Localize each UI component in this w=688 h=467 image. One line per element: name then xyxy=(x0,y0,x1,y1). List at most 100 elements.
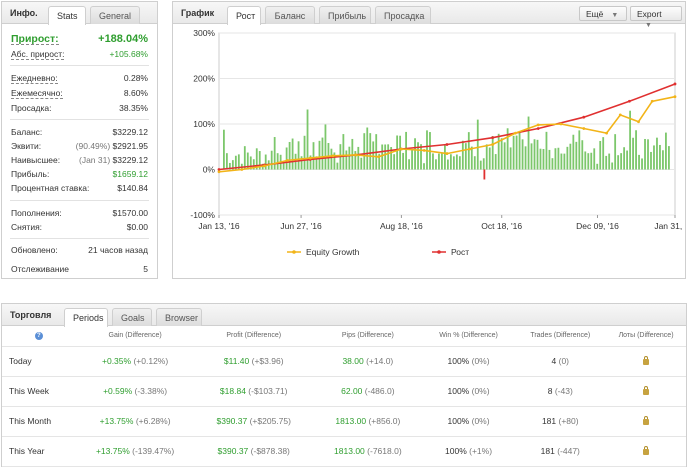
volume-bar xyxy=(656,137,658,170)
gain-cell: +0.59% (-3.38%) xyxy=(75,376,195,407)
series-point xyxy=(559,122,563,126)
series-lines xyxy=(217,82,677,174)
lock-icon[interactable] xyxy=(643,356,650,365)
win-diff: (0%) xyxy=(471,356,490,366)
volume-bar xyxy=(390,147,393,170)
pips-header: Pips (Difference) xyxy=(313,326,423,347)
series-point xyxy=(445,143,449,146)
volume-bar xyxy=(237,154,240,170)
volume-bar xyxy=(527,116,530,170)
tab-drawdown[interactable]: Просадка xyxy=(375,6,431,24)
volume-bar xyxy=(560,153,563,170)
volume-bar xyxy=(473,156,476,170)
volume-bar xyxy=(554,148,557,170)
tab-balance[interactable]: Баланс xyxy=(265,6,315,24)
gain-header: Gain (Difference) xyxy=(75,326,195,347)
period-label: Today xyxy=(2,346,76,377)
win-value: 100% xyxy=(447,386,470,396)
tab-stats[interactable]: Stats xyxy=(48,6,86,25)
profit-diff: (-$103.71) xyxy=(248,386,288,396)
drawdown-row: Просадка: 38.35% xyxy=(11,102,148,114)
table-row: This Year +13.75% (-139.47%) $390.37 (-$… xyxy=(2,436,686,467)
deposits-value: $1570.00 xyxy=(112,208,148,218)
volume-bar xyxy=(354,151,357,170)
lots-cell xyxy=(606,406,686,437)
volume-bar xyxy=(447,159,449,170)
x-tick-label: Oct 18, '16 xyxy=(481,221,522,231)
volume-bar xyxy=(417,142,419,170)
volume-bar xyxy=(360,157,363,170)
volume-bar xyxy=(638,154,640,170)
trading-title: Торговля xyxy=(10,310,52,320)
more-button[interactable]: Ещё ▼ xyxy=(579,6,627,21)
lock-icon[interactable] xyxy=(643,386,650,395)
volume-bar xyxy=(348,146,351,170)
export-button[interactable]: Export ▼ xyxy=(630,6,682,29)
volume-bar xyxy=(557,147,560,170)
series-point xyxy=(514,131,517,135)
lock-icon[interactable] xyxy=(643,446,650,455)
series-point xyxy=(354,153,358,157)
abs-gain-label[interactable]: Абс. прирост: xyxy=(11,48,65,60)
tab-general[interactable]: General xyxy=(90,6,140,24)
x-tick-label: Dec 09, '16 xyxy=(576,221,619,231)
chart-title: График xyxy=(181,8,215,18)
volume-bar xyxy=(512,135,515,170)
volume-bar xyxy=(402,152,404,170)
volume-bar xyxy=(273,137,276,170)
chevron-down-icon: ▼ xyxy=(611,12,619,19)
y-axis-ticks: 300% 200% 100% 0% -100% xyxy=(190,28,215,220)
series-point xyxy=(331,154,335,158)
info-panel: Инфо. Stats General Прирост: +188.04% Аб… xyxy=(1,1,158,279)
win-header: Win % (Difference) xyxy=(422,326,515,347)
volume-bar xyxy=(420,144,422,170)
volume-bar xyxy=(303,135,306,170)
series-point xyxy=(217,168,221,171)
volume-bar xyxy=(635,130,637,170)
volume-bar xyxy=(497,133,500,170)
volume-bar xyxy=(482,158,485,170)
profit-diff: (+$3.96) xyxy=(251,356,284,366)
gain-diff: (+6.28%) xyxy=(135,416,171,426)
period-label: This Week xyxy=(2,376,76,407)
volume-bar xyxy=(545,131,548,170)
profit-value: $18.84 xyxy=(219,386,246,396)
volume-bar xyxy=(441,153,443,170)
tab-goals[interactable]: Goals xyxy=(112,308,152,326)
chart-legend[interactable]: Equity Growth Рост xyxy=(287,247,469,257)
win-cell: 100% (+1%) xyxy=(422,436,515,467)
volume-bar xyxy=(593,148,596,170)
tab-profit[interactable]: Прибыль xyxy=(319,6,371,24)
series-point xyxy=(240,168,244,171)
volume-bar xyxy=(300,156,303,170)
chevron-down-icon: ▼ xyxy=(645,22,652,29)
tracking-value: 5 xyxy=(143,264,148,274)
series-line xyxy=(218,95,676,173)
x-tick-label: Jan 31, '17 xyxy=(654,221,685,231)
lots-header: Лоты (Difference) xyxy=(606,326,686,347)
x-axis-ticks: Jan 13, '16 Jun 27, '16 Aug 18, '16 Oct 18,… xyxy=(198,215,685,231)
help-icon[interactable]: ? xyxy=(34,331,43,340)
volume-bar xyxy=(455,154,458,170)
volume-bar xyxy=(330,148,333,170)
legend-growth-marker xyxy=(437,250,441,254)
monthly-label[interactable]: Ежемесячно: xyxy=(11,87,63,99)
volume-bar xyxy=(548,149,551,170)
growth-chart[interactable]: 300% 200% 100% 0% -100% Jan 13, '16 Jun 27, '… xyxy=(173,25,685,279)
volume-bar xyxy=(452,156,455,170)
tab-periods[interactable]: Periods xyxy=(64,308,108,327)
win-value: 100% xyxy=(447,356,470,366)
series-point xyxy=(308,156,312,160)
pips-diff: (-7618.0) xyxy=(367,446,402,456)
gain-label[interactable]: Прирост: xyxy=(11,32,59,45)
tab-growth[interactable]: Рост xyxy=(227,6,261,25)
lock-icon[interactable] xyxy=(643,416,650,425)
daily-label[interactable]: Ежедневно: xyxy=(11,72,58,84)
table-row: This Month +13.75% (+6.28%) $390.37 (+$2… xyxy=(2,406,686,437)
volume-bar xyxy=(521,139,524,170)
volume-bar xyxy=(387,144,390,170)
deposits-row: Пополнения: $1570.00 xyxy=(11,207,148,219)
volume-bar xyxy=(494,154,497,170)
interest-value: $140.84 xyxy=(117,183,148,193)
tab-browser[interactable]: Browser xyxy=(156,308,202,326)
